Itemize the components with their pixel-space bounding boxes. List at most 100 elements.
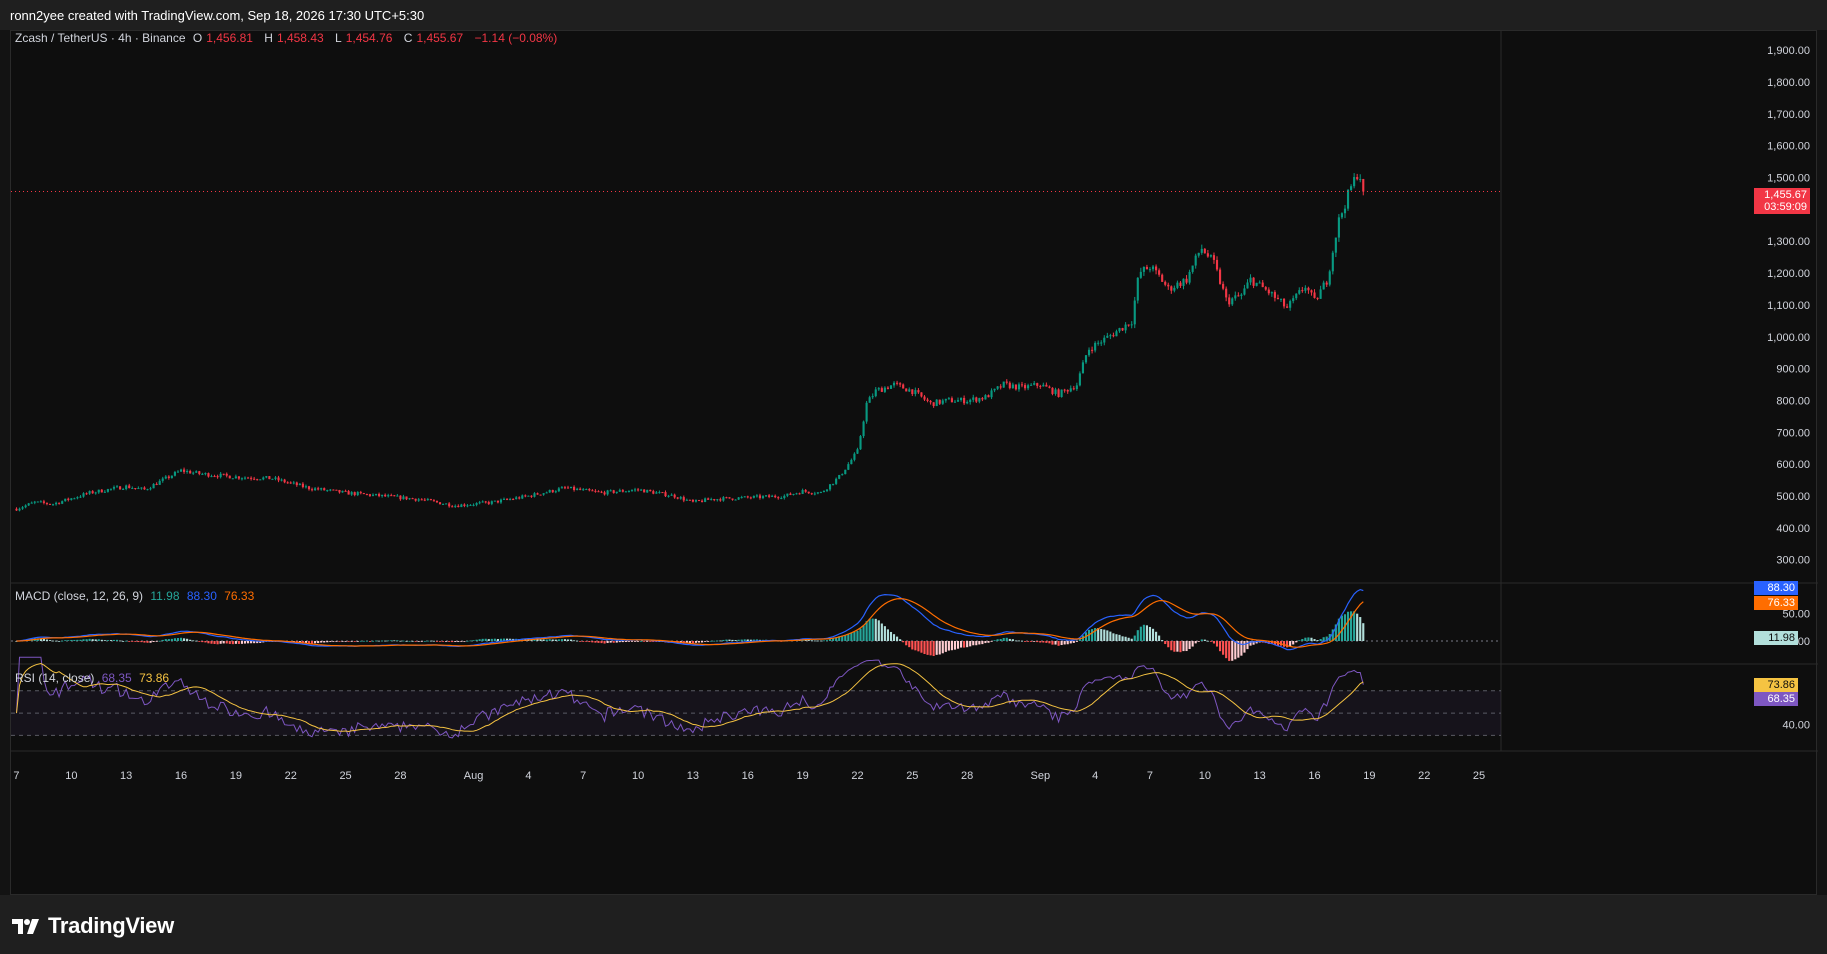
candle-body xyxy=(691,499,694,502)
macd-histogram-bar xyxy=(969,641,972,647)
rsi-legend: RSI (14, close) 68.35 73.86 xyxy=(15,671,173,685)
candle-body xyxy=(917,390,920,393)
candle-body xyxy=(978,398,981,402)
macd-histogram-bar xyxy=(1258,641,1261,643)
candle-body xyxy=(783,495,786,499)
macd-histogram-bar xyxy=(1072,641,1075,643)
macd-histogram-bar xyxy=(1234,641,1237,660)
macd-histogram-bar xyxy=(606,641,609,644)
macd-histogram-bar xyxy=(1191,641,1194,647)
candle-body xyxy=(27,503,30,506)
macd-histogram-bar xyxy=(911,641,914,650)
macd-histogram-bar xyxy=(719,640,722,642)
macd-histogram-bar xyxy=(1151,628,1155,641)
candle-body xyxy=(981,398,984,400)
macd-histogram-bar xyxy=(1215,641,1219,647)
macd-histogram-bar xyxy=(246,641,250,644)
candle-body xyxy=(512,499,515,501)
candle-body xyxy=(755,495,758,497)
candle-body xyxy=(554,491,557,493)
macd-histogram-bar xyxy=(856,630,859,641)
macd-histogram-bar xyxy=(1008,638,1011,641)
macd-histogram-bar xyxy=(1005,637,1008,641)
open-value: 1,456.81 xyxy=(206,31,253,45)
macd-histogram-bar xyxy=(1139,626,1142,641)
macd-histogram-bar xyxy=(149,641,152,643)
candle-body xyxy=(1017,384,1021,390)
candle-body xyxy=(259,479,262,481)
macd-histogram-bar xyxy=(1118,634,1121,641)
macd-histogram-bar xyxy=(1048,641,1051,644)
candle-body xyxy=(201,473,204,475)
macd-histogram-bar xyxy=(609,641,612,643)
candle-body xyxy=(731,498,734,500)
candle-body xyxy=(850,459,853,465)
candle-body xyxy=(499,499,503,503)
candle-body xyxy=(832,483,835,485)
macd-histogram-bar xyxy=(576,640,579,642)
macd-histogram-bar xyxy=(189,639,192,641)
candle-body xyxy=(569,486,573,489)
candle-body xyxy=(658,492,661,494)
candle-body xyxy=(1188,271,1191,283)
macd-histogram-bar xyxy=(1094,628,1097,641)
candle-body xyxy=(1353,177,1356,187)
candle-body xyxy=(1307,287,1310,291)
macd-histogram-bar xyxy=(1103,629,1106,641)
candle-body xyxy=(219,473,222,478)
candle-body xyxy=(865,402,868,422)
candle-body xyxy=(1008,382,1011,389)
candlestick-chart[interactable]: 1,900.00 1,800.00 1,700.00 1,600.00 1,500.00… xyxy=(11,31,1818,896)
candle-body xyxy=(944,398,947,401)
candle-body xyxy=(1282,298,1286,307)
macd-histogram-bar xyxy=(1161,640,1164,641)
candle-body xyxy=(192,472,195,474)
candle-body xyxy=(892,382,896,386)
candle-body xyxy=(1276,297,1280,299)
chart-area[interactable]: 1,900.00 1,800.00 1,700.00 1,600.00 1,500.00… xyxy=(10,30,1818,896)
candle-body xyxy=(993,388,996,391)
macd-histogram-bar xyxy=(704,641,707,642)
macd-histogram-bar xyxy=(399,640,402,642)
macd-histogram-bar xyxy=(122,640,125,642)
macd-histogram-bar xyxy=(301,641,304,644)
candle-body xyxy=(195,471,198,473)
macd-histogram-bar xyxy=(892,634,896,641)
macd-histogram-bar xyxy=(240,641,244,644)
macd-histogram-bar xyxy=(585,641,588,642)
candle-body xyxy=(920,392,923,397)
macd-histogram-bar xyxy=(176,638,180,641)
candle-body xyxy=(1200,248,1203,253)
macd-histogram-bar xyxy=(889,631,893,641)
candle-body xyxy=(76,497,79,499)
macd-histogram-bar xyxy=(1313,639,1316,641)
candle-body xyxy=(1051,387,1054,394)
time-tick-label: 25 xyxy=(1473,770,1485,782)
macd-histogram-bar xyxy=(451,641,454,643)
candle-body xyxy=(237,476,240,479)
candle-body xyxy=(125,485,128,489)
macd-histogram-bar xyxy=(213,641,216,645)
candle-body xyxy=(186,471,189,473)
macd-histogram-bar xyxy=(502,638,506,641)
candle-body xyxy=(825,489,829,491)
candle-body xyxy=(451,506,454,508)
macd-histogram-bar xyxy=(164,639,167,641)
candle-body xyxy=(673,494,676,498)
candle-body xyxy=(1048,386,1051,388)
macd-histogram-bar xyxy=(170,638,173,641)
macd-histogram-bar xyxy=(807,639,810,641)
candle-body xyxy=(36,501,39,503)
candle-body xyxy=(338,489,341,493)
time-tick-label: 22 xyxy=(1418,770,1430,782)
candle-body xyxy=(868,397,871,403)
macd-histogram-bar xyxy=(55,640,58,642)
candle-body xyxy=(289,482,292,484)
candle-body xyxy=(323,488,326,491)
macd-histogram-bar xyxy=(347,641,350,642)
candle-body xyxy=(240,478,244,480)
tradingview-brand[interactable]: TradingView xyxy=(12,913,174,939)
candle-body xyxy=(1286,306,1289,308)
candle-body xyxy=(292,482,295,484)
candle-body xyxy=(1106,335,1109,338)
